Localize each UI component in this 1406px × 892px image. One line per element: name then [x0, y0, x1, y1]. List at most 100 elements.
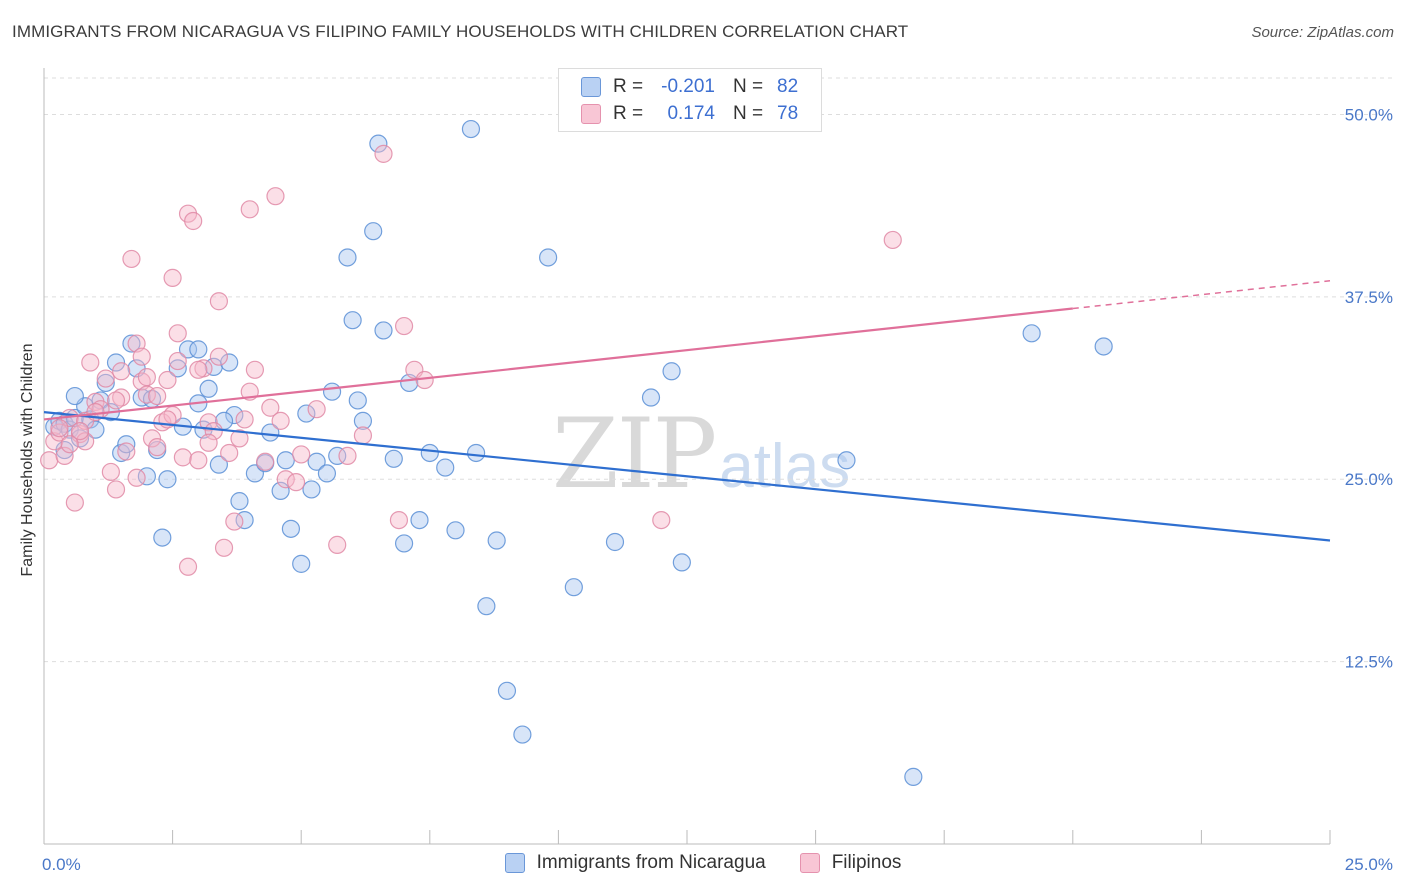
point-filipinos — [158, 370, 177, 390]
point-filipinos — [209, 347, 228, 366]
legend-row-nicaragua: R = -0.201 N = 82 — [581, 75, 798, 99]
point-filipinos — [235, 410, 254, 429]
point-nicaragua — [168, 359, 187, 378]
point-filipinos — [204, 421, 223, 441]
point-nicaragua — [271, 481, 290, 501]
point-nicaragua — [276, 451, 295, 470]
point-filipinos — [40, 451, 59, 470]
point-filipinos — [184, 211, 203, 231]
point-nicaragua — [348, 391, 367, 410]
point-nicaragua — [487, 531, 506, 550]
point-filipinos — [168, 324, 187, 343]
point-nicaragua — [564, 578, 583, 597]
point-nicaragua — [461, 119, 481, 139]
trend-line-nicaragua — [43, 411, 1331, 542]
y-tick-label: 50.0% — [1345, 105, 1393, 124]
point-nicaragua — [904, 767, 923, 786]
point-nicaragua — [338, 248, 357, 267]
point-nicaragua — [539, 248, 558, 267]
point-filipinos — [199, 433, 218, 452]
point-filipinos — [127, 468, 146, 487]
point-filipinos — [389, 510, 409, 530]
series-legend-filipinos[interactable]: Filipinos — [799, 852, 901, 874]
point-filipinos — [286, 473, 306, 492]
point-filipinos — [60, 435, 79, 454]
trend-line-filipinos-extension — [1072, 280, 1331, 310]
chart-source: Source: ZipAtlas.com — [1251, 24, 1394, 41]
point-filipinos — [394, 316, 414, 336]
point-filipinos — [168, 351, 187, 371]
watermark-zip: ZIP — [552, 398, 717, 510]
point-filipinos — [214, 538, 234, 557]
point-nicaragua — [641, 388, 661, 407]
point-filipinos — [883, 230, 902, 250]
point-filipinos — [240, 200, 259, 219]
chart-title: IMMIGRANTS FROM NICARAGUA VS FILIPINO FA… — [12, 22, 909, 41]
point-nicaragua — [70, 429, 90, 448]
point-nicaragua — [307, 452, 326, 471]
point-filipinos — [652, 510, 671, 530]
point-filipinos — [81, 353, 100, 372]
point-filipinos — [148, 438, 167, 457]
point-nicaragua — [302, 480, 321, 499]
point-filipinos — [106, 480, 126, 499]
legend-swatch-blue — [581, 77, 601, 97]
point-filipinos — [142, 429, 162, 448]
point-filipinos — [112, 362, 131, 381]
point-filipinos — [328, 535, 347, 554]
point-nicaragua — [353, 411, 373, 430]
point-nicaragua — [605, 532, 625, 552]
point-nicaragua — [497, 681, 517, 700]
point-nicaragua — [230, 492, 249, 511]
point-nicaragua — [189, 340, 208, 359]
legend-n-value: 82 — [777, 76, 799, 97]
point-filipinos — [271, 411, 290, 430]
point-filipinos — [55, 446, 74, 465]
point-nicaragua — [220, 353, 239, 372]
point-nicaragua — [117, 435, 136, 454]
point-nicaragua — [153, 528, 172, 547]
y-tick-label: 12.5% — [1345, 653, 1393, 672]
series-legend-nicaragua[interactable]: Immigrants from Nicaragua — [504, 852, 766, 874]
point-nicaragua — [477, 597, 496, 616]
point-filipinos — [76, 432, 95, 451]
watermark: ZIPatlas — [552, 398, 850, 510]
point-nicaragua — [364, 222, 383, 241]
point-filipinos — [307, 400, 326, 419]
point-nicaragua — [281, 519, 301, 538]
point-nicaragua — [672, 553, 691, 572]
point-nicaragua — [466, 443, 486, 463]
point-nicaragua — [225, 405, 244, 425]
point-nicaragua — [297, 404, 316, 423]
point-filipinos — [338, 446, 357, 465]
point-nicaragua — [122, 334, 141, 353]
point-nicaragua — [322, 382, 342, 401]
series-legend: Immigrants from Nicaragua Filipinos — [0, 852, 1406, 874]
point-nicaragua — [317, 464, 337, 483]
point-filipinos — [163, 268, 182, 287]
point-filipinos — [245, 360, 265, 379]
point-filipinos — [276, 470, 295, 489]
point-filipinos — [70, 421, 90, 441]
point-nicaragua — [261, 423, 280, 442]
point-filipinos — [189, 360, 208, 379]
y-tick-label: 25.0% — [1345, 470, 1393, 489]
point-filipinos — [50, 423, 69, 442]
point-filipinos — [261, 398, 280, 417]
y-tick-label: 37.5% — [1345, 288, 1393, 307]
point-filipinos — [189, 451, 208, 470]
point-filipinos — [256, 452, 275, 471]
point-filipinos — [292, 445, 311, 464]
x-tick-label: 0.0% — [42, 855, 81, 874]
point-nicaragua — [446, 521, 465, 540]
legend-n-label: N = — [733, 103, 764, 124]
point-nicaragua — [1094, 337, 1113, 356]
point-filipinos — [137, 368, 156, 387]
point-filipinos — [209, 292, 228, 311]
legend-r-value: 0.174 — [667, 103, 715, 124]
legend-n-value: 78 — [777, 103, 799, 124]
point-nicaragua — [343, 311, 362, 330]
legend-r-label: R = — [613, 76, 644, 97]
point-nicaragua — [178, 340, 198, 359]
point-filipinos — [132, 347, 151, 366]
